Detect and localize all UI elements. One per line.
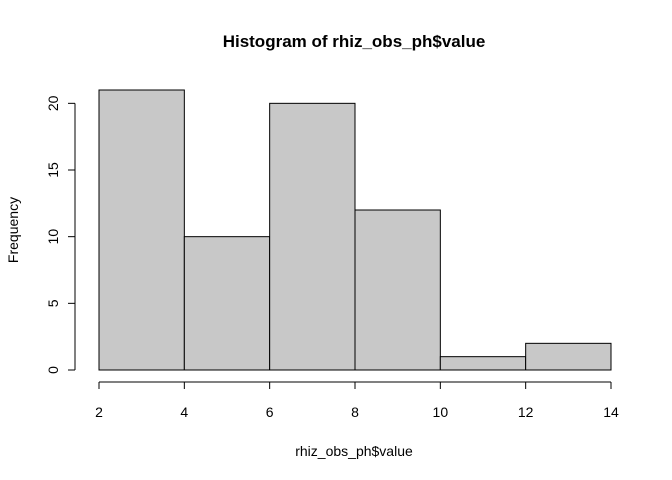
bars-group <box>98 89 612 371</box>
x-tick-label-6: 14 <box>603 404 619 420</box>
y-tick-label-2: 10 <box>45 229 61 245</box>
chart-title: Histogram of rhiz_obs_ph$value <box>223 32 486 51</box>
x-axis: 2 4 6 8 10 12 14 <box>95 381 619 420</box>
x-tick-label-4: 10 <box>433 404 449 420</box>
histogram-bar-5 <box>525 342 612 371</box>
y-tick-label-3: 15 <box>45 162 61 178</box>
histogram-bar-0 <box>98 89 185 371</box>
histogram-bar-3 <box>354 209 441 371</box>
x-axis-label: rhiz_obs_ph$value <box>295 443 413 459</box>
x-tick-label-3: 8 <box>351 404 359 420</box>
y-tick-label-4: 20 <box>45 95 61 111</box>
histogram-bar-1 <box>183 236 271 371</box>
histogram-bar-2 <box>269 102 356 371</box>
y-tick-label-0: 0 <box>45 366 61 374</box>
x-tick-label-0: 2 <box>95 404 103 420</box>
y-axis-label: Frequency <box>5 197 21 263</box>
histogram-bar-4 <box>439 356 527 371</box>
x-tick-label-1: 4 <box>180 404 188 420</box>
y-axis: 0 5 10 15 20 <box>45 95 76 374</box>
y-tick-label-1: 5 <box>45 299 61 307</box>
x-tick-label-2: 6 <box>266 404 274 420</box>
x-tick-label-5: 12 <box>518 404 534 420</box>
